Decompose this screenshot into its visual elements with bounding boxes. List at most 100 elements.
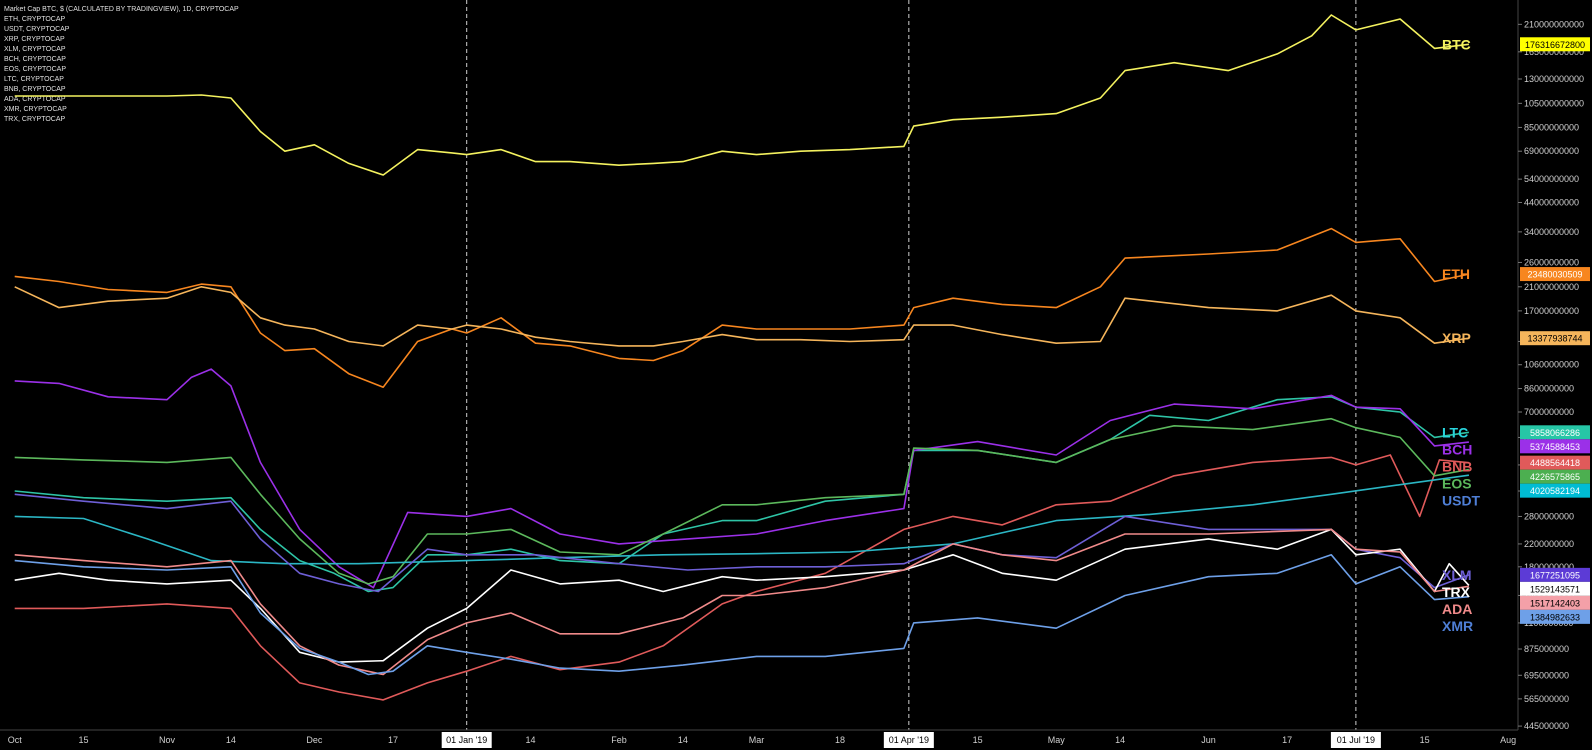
y-tick-label: 2800000000	[1524, 511, 1574, 521]
last-value-badges: 176316672800 23480030509 13377938744 585806…	[1520, 37, 1590, 624]
x-tick-label: 14	[226, 735, 236, 745]
legend-line: ADA, CRYPTOCAP	[4, 96, 66, 103]
x-tick-label: 14	[678, 735, 688, 745]
x-tick-label: Oct	[8, 735, 23, 745]
x-axis[interactable]: 01 Jan '19 01 Apr '19 01 Jul '19 Oct 15 Nov 14…	[8, 732, 1516, 748]
last-value-badge	[1520, 609, 1590, 624]
series-label-usdt: USDT	[1442, 492, 1481, 508]
y-tick-label: 44000000000	[1524, 197, 1579, 207]
last-value-text: 5374588453	[1530, 442, 1580, 452]
x-tick-label: Dec	[306, 735, 323, 745]
y-tick-label: 1800000000	[1524, 562, 1574, 572]
last-value-badge	[1520, 483, 1590, 498]
legend-line: BNB, CRYPTOCAP	[4, 86, 66, 93]
legend-line: TRX, CRYPTOCAP	[4, 116, 66, 123]
series-label-btc: BTC	[1442, 36, 1471, 52]
last-value-badge	[1520, 469, 1590, 484]
legend-line: XLM, CRYPTOCAP	[4, 46, 66, 53]
legend: Market Cap BTC, $ (CALCULATED BY TRADING…	[4, 6, 239, 123]
legend-line: XMR, CRYPTOCAP	[4, 106, 67, 113]
last-value-badge	[1520, 455, 1590, 470]
y-axis-panel[interactable]	[1518, 0, 1592, 750]
series-line-bch	[14, 368, 1469, 589]
y-tick-label: 695000000	[1524, 670, 1569, 680]
y-tick-label: 7000000000	[1524, 407, 1574, 417]
y-tick-label: 21000000000	[1524, 282, 1579, 292]
date-marker-label: 01 Jul '19	[1337, 735, 1375, 745]
x-tick-label: 17	[1282, 735, 1292, 745]
x-tick-label: 14	[526, 735, 536, 745]
last-value-badge	[1520, 567, 1590, 582]
last-value-text: 23480030509	[1527, 270, 1582, 280]
vertical-markers	[466, 0, 1357, 730]
series-line-btc	[14, 14, 1469, 176]
x-tick-label: 17	[388, 735, 398, 745]
series-line-xmr	[14, 554, 1469, 676]
legend-line: XRP, CRYPTOCAP	[4, 36, 65, 43]
last-value-badge	[1520, 595, 1590, 610]
last-value-badge	[1520, 439, 1590, 454]
y-tick-label: 54000000000	[1524, 174, 1579, 184]
series-line-usdt	[14, 474, 1470, 565]
series-label-xlm: XLM	[1442, 567, 1472, 583]
y-tick-label: 210000000000	[1524, 19, 1584, 29]
last-value-text: 1384982633	[1530, 612, 1580, 622]
y-tick-label: 875000000	[1524, 644, 1569, 654]
series-label-trx: TRX	[1442, 584, 1471, 600]
series-line-eth	[14, 227, 1470, 388]
series-line-bnb	[14, 454, 1469, 701]
x-tick-label: Feb	[611, 735, 627, 745]
y-tick-label: 26000000000	[1524, 257, 1579, 267]
y-tick-label: 565000000	[1524, 694, 1569, 704]
series-line-eos	[14, 417, 1470, 585]
last-value-badge	[1520, 267, 1590, 282]
x-tick-label: Jun	[1201, 735, 1216, 745]
date-marker-box	[1330, 732, 1381, 748]
last-value-badge	[1520, 425, 1590, 440]
last-value-text: 4488564418	[1530, 458, 1580, 468]
y-tick-label: 8600000000	[1524, 384, 1574, 394]
last-value-text: 13377938744	[1527, 334, 1582, 344]
series-line-ada	[14, 528, 1470, 676]
series-line-ltc	[14, 396, 1470, 593]
last-value-badge	[1520, 331, 1590, 346]
date-marker-label: 01 Jan '19	[446, 735, 487, 745]
legend-line: BCH, CRYPTOCAP	[4, 56, 66, 63]
last-value-badge	[1520, 37, 1590, 52]
last-value-text: 1517142403	[1530, 598, 1580, 608]
x-tick-label: 18	[835, 735, 845, 745]
legend-line: EOS, CRYPTOCAP	[4, 66, 66, 73]
last-value-text: 1529143571	[1530, 584, 1580, 594]
legend-line: ETH, CRYPTOCAP	[4, 16, 66, 23]
y-tick-label: 165000000000	[1524, 47, 1584, 57]
series-label-eos: EOS	[1442, 475, 1472, 491]
legend-line: LTC, CRYPTOCAP	[4, 76, 64, 83]
last-value-text: 5858066286	[1530, 428, 1580, 438]
last-value-text: 4020582194	[1530, 486, 1580, 496]
series-label-bch: BCH	[1442, 441, 1472, 457]
x-tick-label: 15	[79, 735, 89, 745]
y-tick-label: 130000000000	[1524, 74, 1584, 84]
y-tick-label: 105000000000	[1524, 98, 1584, 108]
x-tick-label: Aug	[1500, 735, 1516, 745]
legend-line: USDT, CRYPTOCAP	[4, 26, 70, 33]
series-label-ltc: LTC	[1442, 424, 1468, 440]
series-line-xrp	[14, 286, 1470, 347]
x-tick-label: 14	[1115, 735, 1125, 745]
y-tick-label: 85000000000	[1524, 122, 1579, 132]
y-tick-label: 17000000000	[1524, 306, 1579, 316]
legend-title: Market Cap BTC, $ (CALCULATED BY TRADING…	[4, 6, 239, 13]
date-marker-box	[883, 732, 934, 748]
series-label-bnb: BNB	[1442, 458, 1472, 474]
series-label-xrp: XRP	[1442, 330, 1471, 346]
last-value-text: 4226575865	[1530, 472, 1580, 482]
last-value-badge	[1520, 581, 1590, 596]
y-tick-label: 10600000000	[1524, 360, 1579, 370]
x-tick-label: 15	[973, 735, 983, 745]
last-value-text: 176316672800	[1525, 40, 1585, 50]
x-tick-label: Mar	[749, 735, 765, 745]
